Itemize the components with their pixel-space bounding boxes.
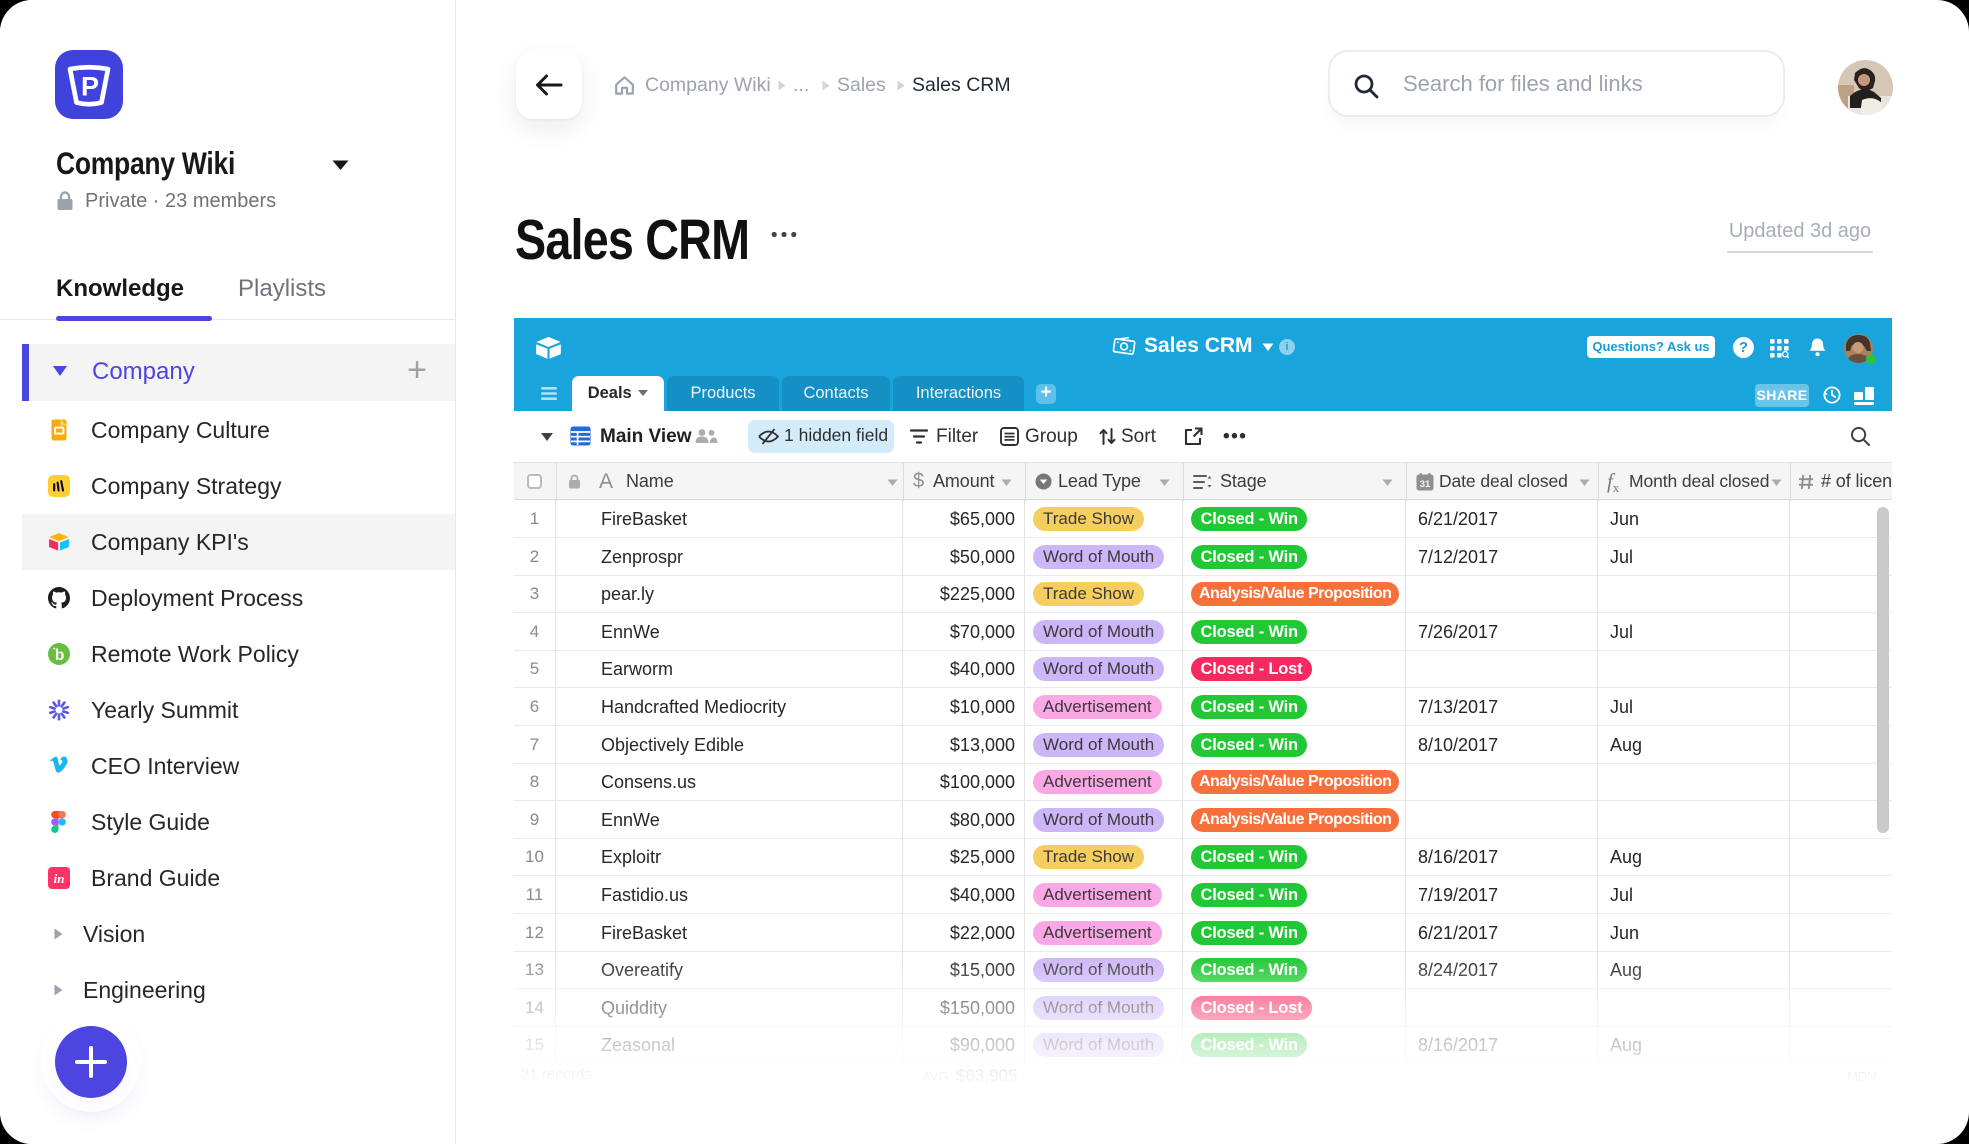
svg-text:31: 31 <box>1420 479 1431 490</box>
svg-text:in: in <box>54 871 65 886</box>
svg-text:b: b <box>55 647 64 664</box>
svg-text:P: P <box>81 72 99 102</box>
